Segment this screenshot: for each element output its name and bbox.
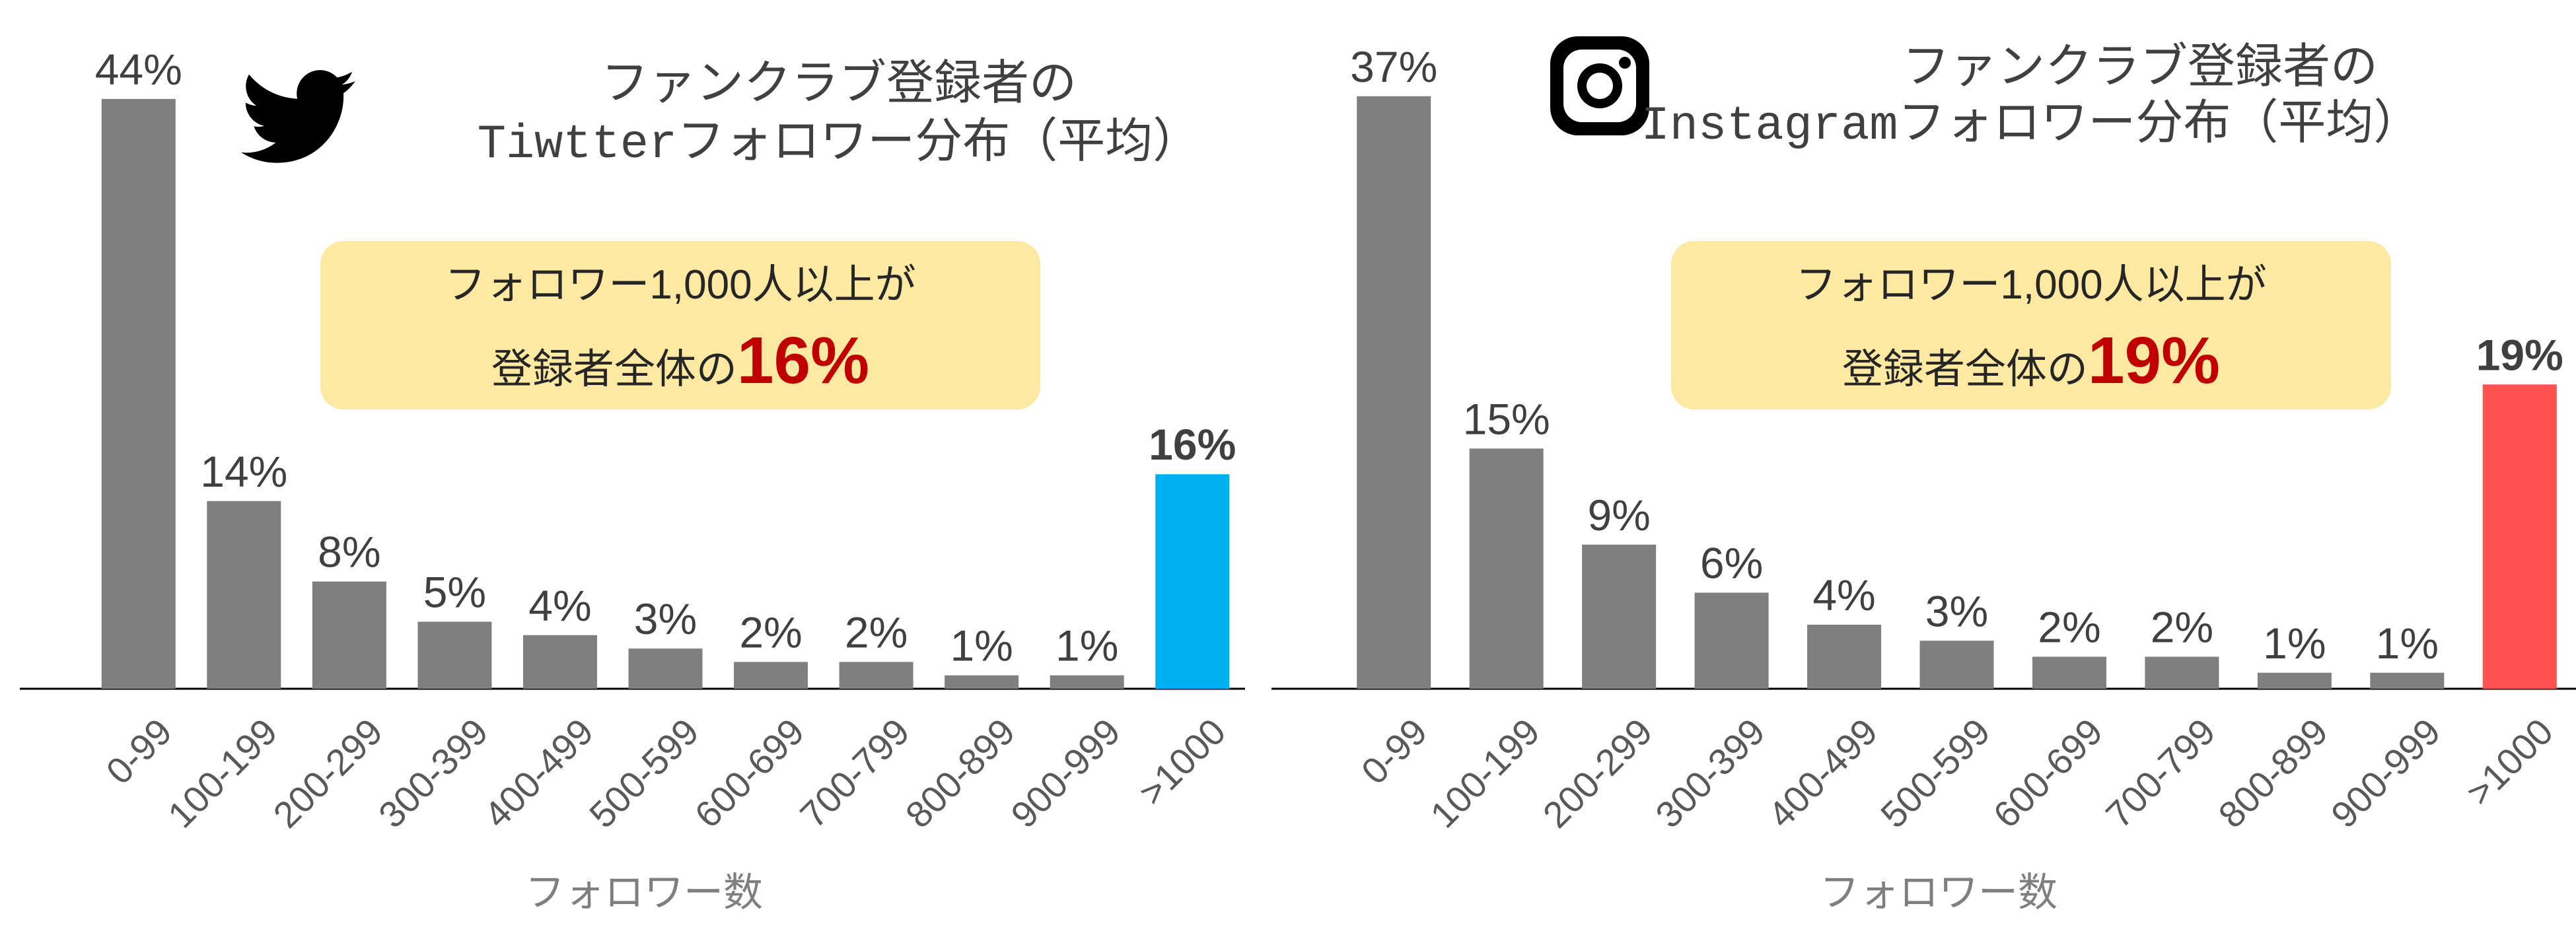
bar-value-label: 3% <box>1925 586 1988 635</box>
x-tick-label: 100-199 <box>1422 711 1548 836</box>
bar-0-99 <box>101 98 176 689</box>
bar-0-99 <box>1357 96 1431 689</box>
bar-600-699 <box>2032 656 2106 689</box>
bar-value-label: 16% <box>1149 420 1236 469</box>
x-tick-label: 700-799 <box>2098 711 2223 836</box>
x-tick-label: 200-299 <box>1535 711 1661 836</box>
x-tick-label: 800-899 <box>2210 711 2336 836</box>
bar-100-199 <box>1469 448 1544 689</box>
bar-300-399 <box>417 621 492 689</box>
x-tick-label: 0-99 <box>98 711 180 792</box>
x-tick-label: 0-99 <box>1353 711 1435 792</box>
x-tick-label: 400-499 <box>476 711 601 836</box>
callout-background <box>1671 241 2391 409</box>
bar-value-label: 2% <box>2151 603 2213 652</box>
x-tick-label: 400-499 <box>1760 711 1886 836</box>
instagram-chart-panel: ファンクラブ登録者の Instagramフォロワー分布（平均） フォロワー1,0… <box>1271 36 2576 915</box>
bar-800-899 <box>2257 672 2332 689</box>
bar-value-label: 6% <box>1700 539 1763 588</box>
bar-900-999 <box>1050 675 1124 689</box>
x-tick-label: 500-599 <box>581 711 707 836</box>
x-tick-label: 500-599 <box>1873 711 1998 836</box>
bar-value-label: 2% <box>2038 603 2100 652</box>
bar-value-label: 37% <box>1350 42 1437 91</box>
x-tick-label: 100-199 <box>160 711 285 836</box>
bar-500-599 <box>628 648 703 689</box>
callout-line1: フォロワー1,000人以上が <box>445 262 915 308</box>
bar-100-199 <box>207 501 281 689</box>
bar->1000 <box>1155 474 1230 689</box>
chart-title-line2: Instagramフォロワー分布（平均） <box>1641 98 2421 153</box>
bar-500-599 <box>1919 641 1994 689</box>
callout-line2: 登録者全体の16% <box>491 324 869 398</box>
bar-value-label: 44% <box>95 45 182 94</box>
instagram-logo-icon <box>1550 36 1649 135</box>
x-tick-label: 900-999 <box>2323 711 2449 836</box>
bar-value-label: 15% <box>1463 394 1550 443</box>
bar-value-label: 3% <box>634 594 697 643</box>
twitter-bird-icon <box>241 70 355 163</box>
bar-200-299 <box>312 581 386 689</box>
bar-800-899 <box>945 675 1019 689</box>
x-tick-label: 300-399 <box>371 711 496 836</box>
x-tick-label: >1000 <box>2458 711 2561 814</box>
bar-value-label: 9% <box>1587 491 1650 540</box>
x-tick-label: 300-399 <box>1647 711 1773 836</box>
twitter-chart-panel: ファンクラブ登録者の Tiwtterフォロワー分布（平均） フォロワー1,000… <box>20 45 1245 915</box>
bar-value-label: 4% <box>1812 571 1875 619</box>
bar-400-499 <box>1807 625 1882 689</box>
callout-line2-prefix: 登録者全体の <box>1842 347 2088 392</box>
x-tick-label: >1000 <box>1131 711 1234 814</box>
bar-200-299 <box>1582 544 1657 689</box>
x-tick-label: 600-699 <box>687 711 812 836</box>
bar-value-label: 8% <box>318 528 380 576</box>
x-tick-label: 800-899 <box>898 711 1023 836</box>
bar-value-label: 1% <box>2263 619 2326 668</box>
bar-600-699 <box>734 662 808 689</box>
bar-value-label: 19% <box>2476 330 2563 379</box>
bar-value-label: 1% <box>950 621 1013 670</box>
bar-value-label: 1% <box>2376 619 2439 668</box>
x-axis-title: フォロワー数 <box>525 870 763 915</box>
bar-900-999 <box>2370 672 2445 689</box>
x-tick-label: 700-799 <box>792 711 917 836</box>
bar-value-label: 2% <box>739 608 802 656</box>
bar-value-label: 14% <box>200 447 287 496</box>
chart-title-line2: Tiwtterフォロワー分布（平均） <box>478 117 1200 172</box>
x-tick-label: 900-999 <box>1003 711 1128 836</box>
x-tick-label: 600-699 <box>1985 711 2110 836</box>
bar-value-label: 2% <box>845 608 908 656</box>
bar->1000 <box>2482 384 2557 689</box>
callout-line2-prefix: 登録者全体の <box>491 347 737 392</box>
bar-700-799 <box>839 662 913 689</box>
summary-callout: フォロワー1,000人以上が 登録者全体の19% <box>1671 241 2391 409</box>
summary-callout: フォロワー1,000人以上が 登録者全体の16% <box>320 241 1040 409</box>
callout-highlight-value: 16% <box>737 324 869 398</box>
x-axis-title: フォロワー数 <box>1820 870 2057 915</box>
bar-300-399 <box>1694 592 1769 689</box>
callout-line1: フォロワー1,000人以上が <box>1795 262 2266 308</box>
bar-400-499 <box>522 635 597 689</box>
chart-title-line1: ファンクラブ登録者の <box>1902 40 2378 93</box>
callout-line2: 登録者全体の19% <box>1842 324 2220 398</box>
chart-title-line1: ファンクラブ登録者の <box>601 57 1077 110</box>
x-tick-label: 200-299 <box>265 711 390 836</box>
bar-value-label: 5% <box>423 568 486 617</box>
bar-value-label: 4% <box>528 581 591 630</box>
bar-700-799 <box>2145 656 2219 689</box>
instagram-plot-area: 37% 0-99 15% 100-199 9% 200-299 6% 300-399 4% 400… <box>1271 42 2576 836</box>
callout-background <box>320 241 1040 409</box>
bar-value-label: 1% <box>1055 621 1118 670</box>
callout-highlight-value: 19% <box>2088 324 2220 398</box>
